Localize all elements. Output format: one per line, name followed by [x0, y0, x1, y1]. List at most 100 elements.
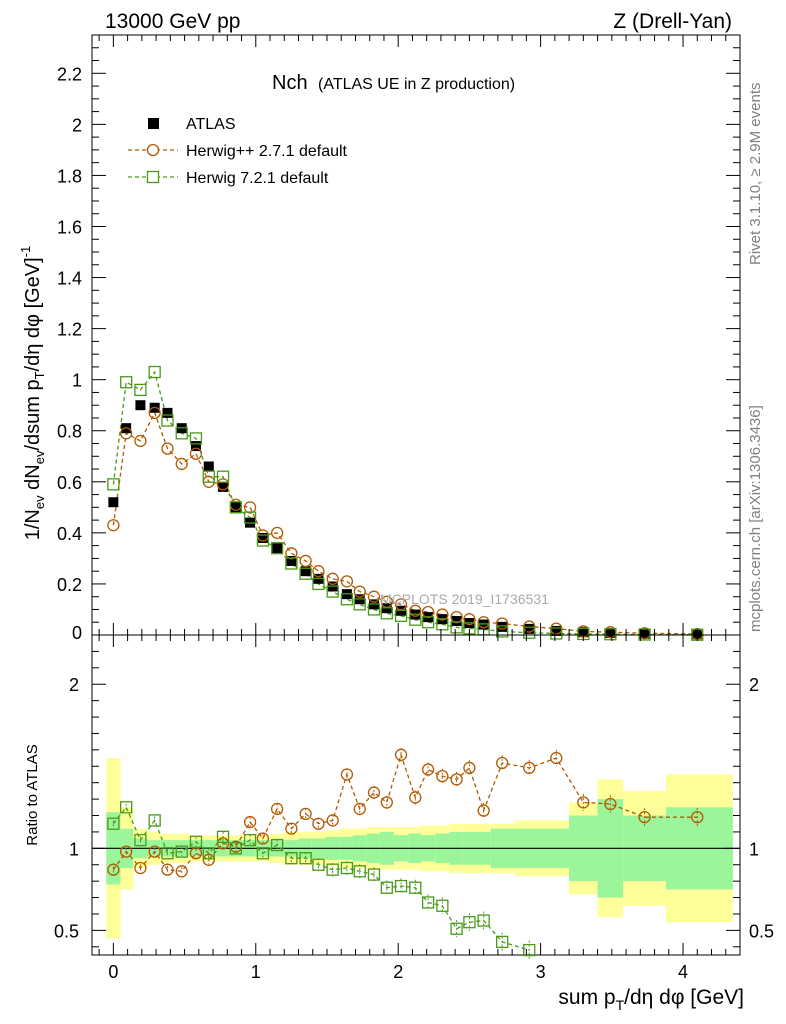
ratio-point-herwigpp: [638, 811, 651, 824]
data-point-herwigpp: [340, 575, 354, 588]
data-point-herwig7: [380, 607, 393, 620]
data-point-herwig7: [107, 478, 120, 491]
ratio-point-herwigpp: [299, 807, 312, 821]
ratio-point-herwigpp: [175, 865, 188, 878]
data-point-atlas: [286, 555, 297, 566]
data-point-atlas: [524, 623, 535, 634]
data-point-herwig7: [367, 603, 381, 616]
data-point-herwig7: [216, 470, 230, 483]
ratio-point-herwig7: [270, 838, 284, 852]
data-point-atlas: [605, 627, 616, 638]
ratio-point-herwig7: [326, 863, 339, 876]
x-tick-label: 4: [678, 962, 688, 982]
data-point-herwig7: [523, 626, 536, 639]
ratio-point-herwigpp: [120, 845, 133, 858]
data-point-herwig7: [550, 627, 563, 640]
data-point-herwigpp: [496, 617, 509, 630]
ratio-point-herwigpp: [270, 802, 284, 816]
ratio-point-herwig7: [107, 817, 120, 830]
data-point-atlas: [230, 502, 241, 513]
y-tick-label-top: 2.2: [57, 64, 82, 84]
ratio-panel-frame: [91, 634, 741, 956]
ratio-point-herwigpp: [450, 773, 463, 786]
data-point-herwig7: [394, 609, 408, 623]
data-point-atlas: [497, 621, 508, 632]
ratio-point-herwigpp: [691, 811, 704, 824]
ratio-line-herwig7: [112, 806, 530, 951]
data-point-herwigpp: [477, 616, 490, 629]
data-point-herwig7: [450, 621, 463, 634]
data-point-herwigpp: [243, 501, 257, 514]
y-tick-label-top: 0.8: [57, 422, 82, 442]
y-tick-label-ratio-left: 2: [69, 675, 79, 695]
ratio-point-herwig7: [367, 868, 381, 881]
ratio-point-herwig7: [202, 847, 215, 860]
x-tick-label: 1: [251, 962, 261, 982]
data-point-herwig7: [326, 585, 339, 598]
ratio-point-herwigpp: [523, 761, 536, 775]
legend-marker-atlas: [148, 118, 159, 129]
y-tick-label-ratio-right: 1: [749, 839, 759, 859]
ratio-point-herwigpp: [496, 756, 509, 770]
ratio-point-herwig7: [394, 879, 408, 893]
header-right: Z (Drell-Yan): [613, 10, 732, 33]
legend-label-atlas: ATLAS: [186, 116, 236, 133]
ratio-point-herwig7: [256, 847, 270, 860]
y-tick-label-ratio-right: 0.5: [749, 921, 774, 941]
y-tick-label-top: 0.6: [57, 473, 82, 493]
data-point-herwig7: [161, 414, 174, 427]
y-axis-label-top: 1/Nev dNev/dsum pT/dη dφ [GeV]-1: [18, 246, 47, 541]
data-point-herwigpp: [148, 406, 161, 420]
source-label: mcplots.cern.ch [arXiv:1306.3436]: [747, 405, 764, 632]
data-point-atlas: [190, 441, 201, 452]
ratio-plot-content: [92, 747, 740, 960]
data-point-herwig7: [256, 534, 270, 547]
ratio-point-herwig7: [450, 922, 463, 935]
data-point-herwig7: [496, 625, 509, 638]
ratio-point-herwig7: [436, 899, 449, 912]
ratio-point-herwigpp: [463, 761, 476, 775]
rivet-label: Rivet 3.1.10, ≥ 2.9M events: [747, 83, 764, 266]
ratio-point-herwigpp: [312, 817, 325, 830]
ratio-point-herwigpp: [577, 796, 590, 809]
ratio-point-herwigpp: [394, 748, 408, 761]
ratio-line-herwigpp: [112, 752, 698, 872]
data-point-herwig7: [421, 616, 435, 629]
x-tick-label: 0: [108, 962, 118, 982]
ratio-point-herwigpp: [326, 814, 339, 827]
ratio-point-herwig7: [229, 842, 242, 855]
data-point-herwig7: [120, 376, 133, 389]
ratio-point-herwigpp: [436, 769, 449, 783]
ratio-point-herwig7: [243, 833, 257, 847]
data-point-herwigpp: [450, 610, 463, 624]
ratio-point-herwig7: [523, 943, 536, 957]
data-point-atlas: [639, 628, 650, 639]
ratio-point-herwig7: [285, 852, 298, 865]
y-tick-label-top: 0: [72, 623, 82, 643]
data-point-herwigpp: [107, 519, 120, 532]
watermark: MCPLOTS 2019_I1736531: [380, 591, 549, 607]
main-panel: 0 0.2 0.4 0.6 0.8 1 1.2 1.4 1.6 1.8 2 2.2 Nch (ATLA…: [57, 34, 741, 643]
ratio-panel: 0 1 2 3 4 0.5 0.5 1 1 2 2: [54, 634, 774, 982]
ratio-point-herwigpp: [161, 863, 174, 876]
data-point-herwigpp: [326, 572, 339, 585]
ratio-point-herwig7: [380, 881, 393, 894]
data-point-atlas: [218, 481, 229, 492]
y-tick-label-top: 0.4: [57, 524, 82, 544]
data-point-herwigpp: [409, 604, 422, 617]
data-point-herwig7: [299, 567, 312, 580]
data-point-atlas: [108, 497, 119, 508]
data-point-herwigpp: [285, 547, 298, 560]
main-axes: 0 0.2 0.4 0.6 0.8 1 1.2 1.4 1.6 1.8 2 2.2: [57, 35, 740, 643]
y-tick-label-top: 2: [72, 115, 82, 135]
ratio-point-herwigpp: [340, 768, 354, 781]
ratio-axes: 0 1 2 3 4 0.5 0.5 1 1 2 2: [54, 635, 774, 982]
ratio-point-herwigpp: [216, 837, 230, 850]
ratio-point-herwig7: [463, 916, 476, 929]
data-point-herwigpp: [312, 565, 325, 578]
data-point-herwigpp: [189, 447, 203, 460]
ratio-point-herwig7: [175, 845, 188, 858]
ratio-point-herwig7: [340, 861, 354, 875]
header-left: 13000 GeV pp: [105, 10, 240, 33]
